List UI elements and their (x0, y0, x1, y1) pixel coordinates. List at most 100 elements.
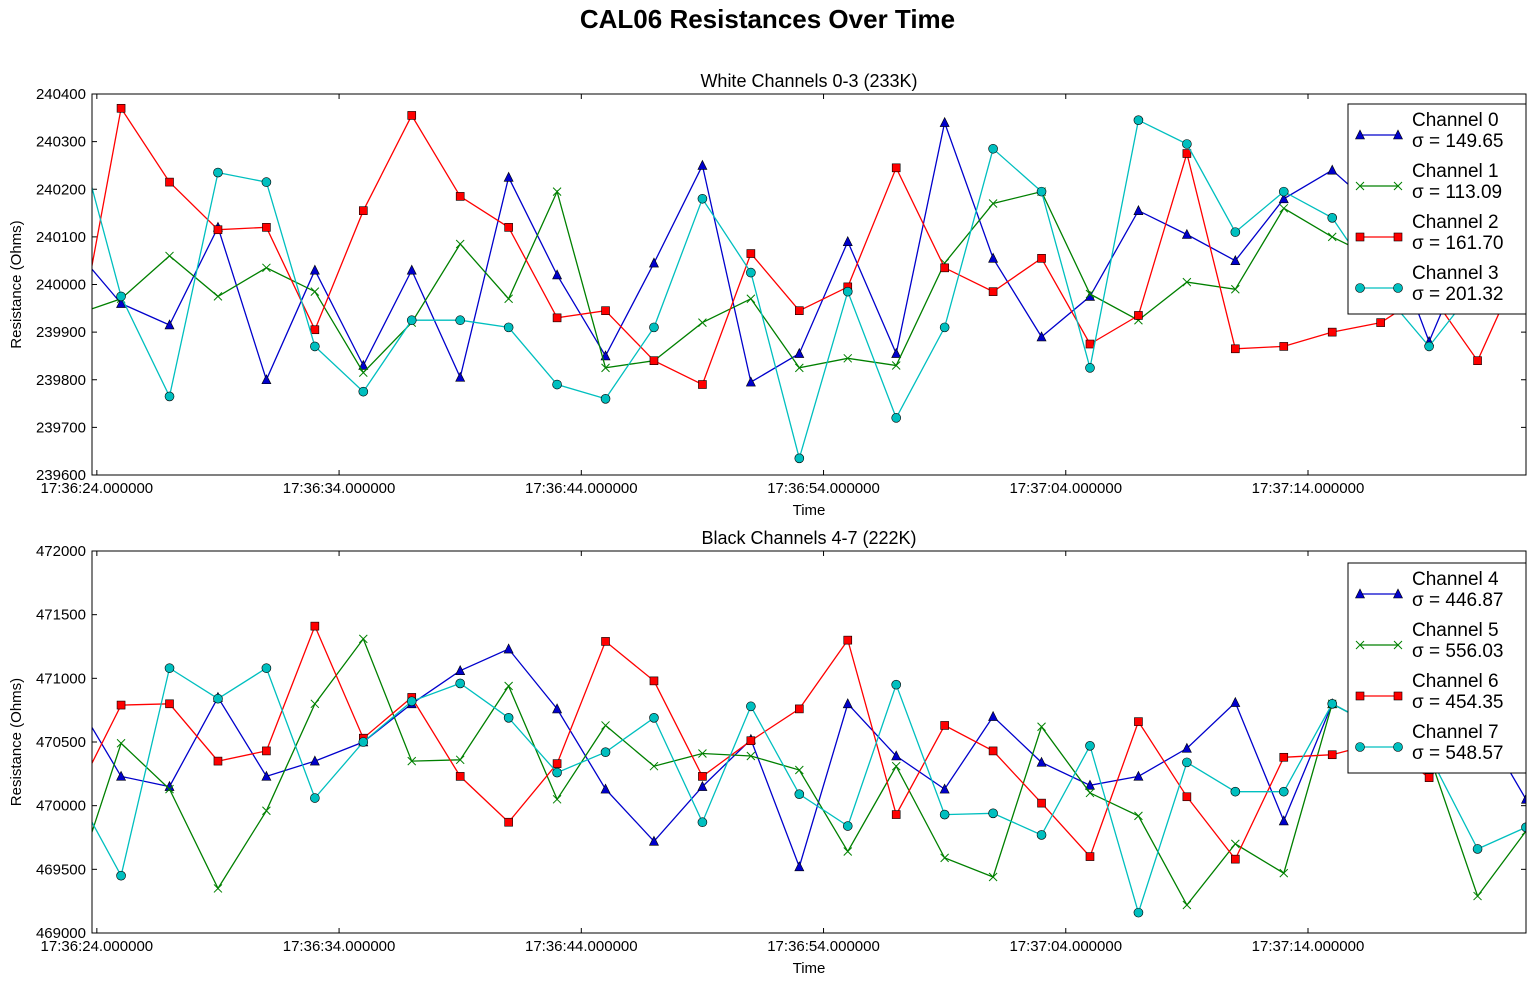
data-point (358, 359, 369, 370)
y-tick-label: 471500 (36, 607, 86, 624)
data-point (1231, 344, 1240, 354)
data-point (940, 721, 949, 730)
data-point (68, 690, 77, 699)
legend-marker (1355, 691, 1365, 701)
data-point (455, 678, 465, 689)
data-point (843, 847, 853, 856)
data-point (698, 749, 707, 758)
data-point (939, 809, 950, 820)
y-tick-label: 239700 (36, 419, 86, 436)
data-point (988, 287, 998, 296)
data-point (1036, 830, 1047, 840)
data-point (891, 361, 901, 370)
y-tick-label: 240000 (36, 277, 86, 294)
data-point (1424, 773, 1434, 782)
data-point (165, 251, 174, 261)
data-point (795, 306, 804, 315)
data-point (1230, 284, 1240, 294)
legend-sigma: σ = 149.65 (1412, 131, 1504, 152)
data-point (1037, 798, 1046, 808)
data-point (406, 264, 417, 275)
data-point (116, 770, 127, 781)
data-point (552, 794, 562, 804)
legend-marker (1393, 232, 1403, 242)
x-tick-label: 17:37:04.000000 (1009, 938, 1122, 955)
data-point (1085, 852, 1095, 861)
data-point (262, 223, 271, 232)
legend-label: Channel 0 (1412, 110, 1499, 131)
data-point (261, 663, 272, 673)
legend-marker (1355, 742, 1365, 752)
data-point (795, 704, 804, 714)
data-point (213, 884, 223, 893)
data-point (310, 287, 320, 296)
data-point (842, 698, 853, 709)
data-point (116, 738, 126, 748)
data-point (213, 756, 223, 766)
data-point (649, 761, 659, 771)
data-point (648, 835, 659, 846)
data-point (309, 264, 320, 275)
legend-marker (1355, 640, 1365, 650)
y-tick-label: 469500 (36, 861, 86, 878)
legend-marker (1393, 640, 1403, 650)
plot-area (68, 621, 1526, 918)
data-point (552, 313, 562, 323)
data-point (407, 111, 417, 120)
legend-sigma: σ = 454.35 (1412, 692, 1504, 713)
data-point (504, 817, 513, 827)
data-point (455, 192, 465, 201)
data-point (504, 681, 513, 691)
series-line-channel-1 (92, 189, 1526, 374)
data-point (358, 386, 369, 397)
data-point (745, 376, 756, 387)
data-point (988, 746, 998, 756)
y-tick-label: 239900 (36, 324, 86, 341)
legend-marker (1355, 181, 1365, 191)
x-tick-label: 17:36:44.000000 (525, 938, 638, 955)
data-point (1182, 900, 1192, 910)
data-point (1134, 811, 1143, 821)
data-point (310, 699, 320, 709)
legend-marker (1355, 588, 1365, 599)
data-point (1521, 793, 1526, 804)
legend-box (1347, 103, 1527, 315)
data-point (648, 257, 659, 268)
data-point (455, 755, 465, 765)
legend-sigma: σ = 548.57 (1412, 743, 1504, 764)
data-point (697, 817, 708, 828)
data-point (116, 103, 126, 113)
data-point (1133, 907, 1144, 918)
data-point (988, 143, 998, 154)
data-point (503, 171, 514, 182)
data-point (697, 159, 708, 170)
data-point (891, 761, 901, 771)
data-point (1134, 311, 1143, 320)
y-axis-title: Resistance (Ohms) (8, 220, 25, 348)
data-point (746, 751, 756, 761)
data-point (310, 325, 320, 335)
data-point (1231, 854, 1240, 864)
legend-label: Channel 3 (1412, 263, 1499, 284)
plot-area (92, 103, 1526, 464)
data-point (794, 453, 805, 464)
data-point (988, 199, 998, 208)
legend-marker (1393, 283, 1403, 293)
data-point (746, 701, 756, 712)
y-tick-label: 239600 (36, 467, 86, 484)
y-tick-label: 239800 (36, 372, 86, 389)
legend-label: Channel 2 (1412, 212, 1499, 233)
data-point (552, 187, 562, 196)
chart-panel-1: Black Channels 4-7 (222K) 469000 469500 470… (8, 528, 1527, 977)
legend-marker (1355, 283, 1365, 293)
data-point (794, 765, 804, 775)
data-point (503, 322, 514, 333)
data-point (698, 318, 707, 327)
y-tick-label: 472000 (36, 543, 86, 560)
data-point (891, 413, 902, 423)
data-point (1376, 318, 1385, 327)
legend-label: Channel 4 (1412, 569, 1499, 590)
legend-sigma: σ = 556.03 (1412, 641, 1504, 662)
data-point (1279, 868, 1289, 878)
data-point (1182, 277, 1192, 287)
